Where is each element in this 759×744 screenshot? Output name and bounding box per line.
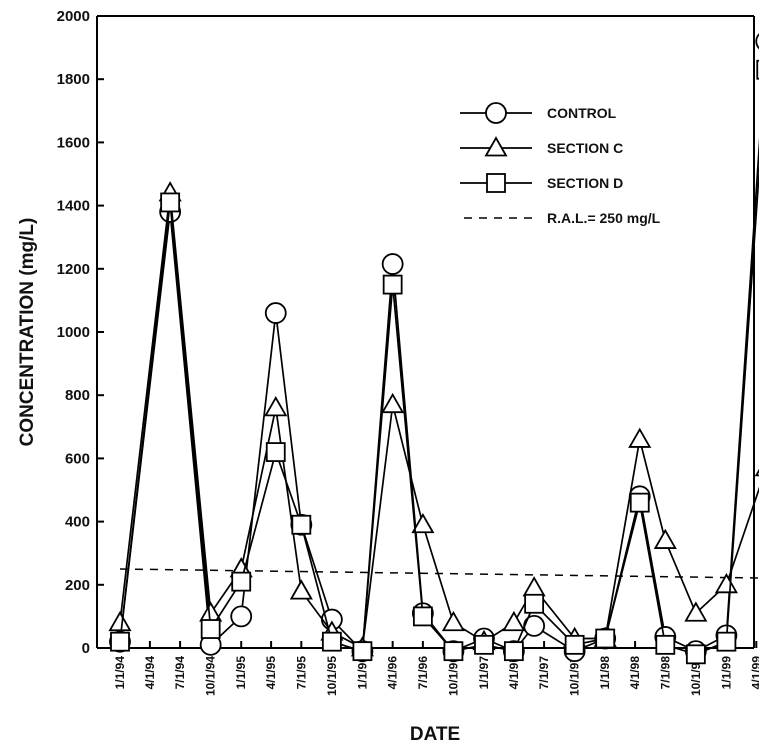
data-point-triangle: [754, 468, 759, 477]
data-point-square: [352, 641, 373, 662]
series-section-c: [108, 181, 759, 657]
axes: [96, 15, 755, 649]
data-point-triangle: [264, 396, 288, 417]
data-point-triangle: [289, 579, 313, 600]
y-tick-label: 1600: [57, 134, 90, 151]
data-point-triangle: [714, 572, 738, 594]
x-tick-label: 10/1/98: [689, 656, 703, 696]
series-control: [109, 33, 759, 663]
x-tick-label: 1/1/95: [234, 656, 248, 690]
y-tick-label: 1200: [57, 261, 90, 278]
x-tick-label: 7/1/97: [537, 656, 551, 690]
legend-label: SECTION D: [547, 175, 623, 191]
data-point-circle: [755, 33, 759, 50]
y-axis-title: CONCENTRATION (mg/L): [17, 218, 38, 447]
data-point-square: [110, 631, 130, 652]
y-tick-label: 1000: [57, 324, 90, 341]
x-tick-label: 1/1/98: [598, 656, 612, 690]
x-tick-label: 4/1/94: [143, 656, 157, 690]
x-tick-label: 10/1/97: [568, 656, 582, 696]
legend-marker-square: [486, 173, 506, 193]
x-tick-label: 4/1/97: [507, 656, 521, 690]
x-tick-label: 1/1/96: [355, 656, 369, 690]
y-tick-label: 0: [82, 640, 90, 657]
x-tick-label: 1/1/97: [477, 656, 491, 690]
data-point-square: [291, 514, 312, 535]
legend-marker-triangle: [484, 136, 508, 157]
x-ticks: 1/1/94 4/1/94 7/1/94 10/1/94 1/1/95 4/1/95 7/1…: [113, 641, 759, 696]
data-point-square: [200, 619, 221, 639]
data-point-square: [564, 634, 585, 655]
ral-reference-line: [119, 568, 759, 579]
data-point-circle: [381, 253, 404, 275]
data-point-circle: [264, 302, 287, 324]
data-point-square: [524, 593, 545, 614]
data-point-square: [756, 59, 759, 80]
x-tick-label: 7/1/95: [294, 656, 308, 690]
data-point-square: [160, 192, 181, 213]
x-axis-title: DATE: [410, 724, 460, 744]
x-tick-label: 10/1/96: [446, 656, 460, 696]
data-point-square: [321, 631, 342, 652]
legend: CONTROL SECTION C SECTION D R.A.L.= 250 mg/…: [460, 102, 661, 226]
data-point-triangle: [628, 427, 652, 448]
series-section-d: [110, 59, 759, 665]
series-line: [119, 192, 759, 650]
y-tick-label: 1400: [57, 198, 90, 215]
series-line: [119, 137, 759, 654]
x-tick-label: 1/1/94: [113, 656, 127, 690]
x-tick-label: 4/1/98: [628, 656, 642, 690]
x-tick-label: 4/1/95: [264, 656, 278, 690]
data-point-triangle: [502, 610, 526, 632]
data-point-triangle: [108, 610, 132, 632]
data-point-square: [412, 606, 433, 627]
series-line: [119, 162, 759, 656]
data-point-triangle: [653, 528, 677, 549]
x-tick-label: 1/1/99: [719, 656, 733, 690]
data-point-square: [685, 644, 706, 665]
x-tick-label: 7/1/96: [416, 656, 430, 690]
data-point-square: [503, 641, 524, 662]
data-point-square: [629, 492, 650, 513]
data-point-triangle: [381, 392, 405, 414]
data-point-circle: [230, 605, 253, 628]
legend-marker-circle: [485, 102, 507, 124]
y-tick-label: 1800: [57, 71, 90, 88]
data-point-square: [265, 442, 286, 462]
x-tick-label: 4/1/96: [386, 656, 400, 690]
x-tick-label: 7/1/94: [173, 656, 187, 690]
series-group: [108, 33, 759, 665]
data-point-square: [443, 641, 464, 662]
legend-label: R.A.L.= 250 mg/L: [547, 210, 661, 226]
y-ticks: 0 200 400 600 800 1000 1200 1400 1600 1800 2000: [57, 8, 104, 657]
y-tick-label: 600: [65, 450, 90, 467]
data-point-square: [655, 634, 676, 655]
legend-label: SECTION C: [547, 140, 623, 156]
data-point-triangle: [441, 610, 465, 632]
data-point-square: [382, 274, 403, 295]
data-point-square: [474, 634, 494, 655]
data-point-triangle: [522, 576, 546, 597]
x-tick-label: 4/1/99: [749, 656, 759, 690]
data-point-triangle: [684, 601, 708, 622]
data-point-square: [595, 628, 616, 649]
x-tick-label: 10/1/94: [204, 656, 218, 696]
data-point-triangle: [411, 512, 435, 534]
data-point-square: [716, 631, 737, 652]
x-tick-label: 7/1/98: [658, 656, 672, 690]
legend-label: CONTROL: [547, 105, 617, 121]
x-tick-label: 10/1/95: [325, 656, 339, 696]
y-tick-label: 2000: [57, 8, 90, 25]
y-tick-label: 400: [65, 514, 90, 531]
data-point-square: [231, 571, 252, 592]
y-tick-label: 200: [65, 577, 90, 594]
y-tick-label: 800: [65, 387, 90, 404]
